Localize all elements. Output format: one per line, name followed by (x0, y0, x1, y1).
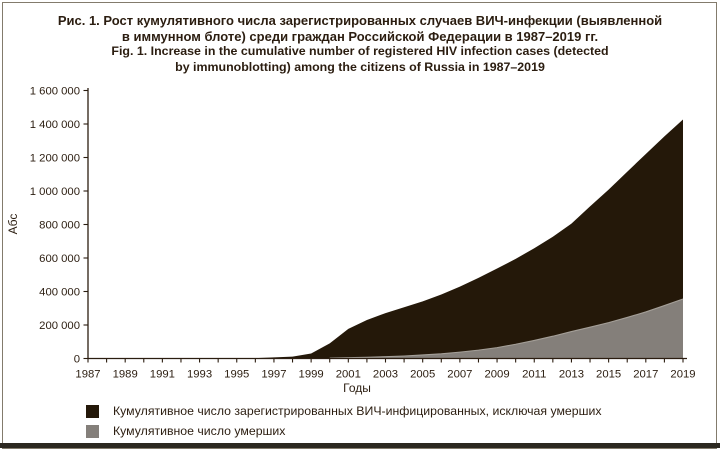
y-tick-label: 0 (74, 354, 80, 366)
x-tick-label: 1997 (261, 369, 286, 381)
bottom-rule (0, 443, 720, 448)
figure-title: Рис. 1. Рост кумулятивного числа зарегис… (0, 13, 720, 75)
title-line-en-2: by immunoblotting) among the citizens of… (175, 59, 545, 74)
x-tick-label: 1989 (113, 369, 138, 381)
legend-label-deceased: Кумулятивное число умерших (113, 424, 286, 438)
y-axis-title: Абс (6, 214, 20, 235)
y-tick-label: 1 600 000 (30, 86, 80, 98)
y-tick-label: 1 400 000 (30, 119, 80, 131)
x-tick-label: 1987 (75, 369, 100, 381)
x-tick-label: 1995 (224, 369, 249, 381)
y-tick-label: 1 000 000 (30, 186, 80, 198)
legend-swatch-registered (86, 404, 99, 418)
x-tick-label: 2015 (596, 369, 621, 381)
y-tick-label: 1 200 000 (30, 153, 80, 165)
area-registered-ex-deceased (88, 119, 683, 359)
deceased-boundary-line (329, 298, 684, 359)
x-tick-label: 1999 (299, 369, 324, 381)
y-tick-label: 400 000 (39, 287, 80, 299)
area-deceased (88, 299, 683, 359)
y-tick-label: 200 000 (39, 320, 80, 332)
legend-swatch-deceased (86, 424, 99, 438)
legend-label-registered: Кумулятивное число зарегистрированных ВИ… (113, 404, 602, 418)
x-axis-title: Годы (343, 381, 371, 395)
x-tick-label: 1991 (150, 369, 175, 381)
x-tick-label: 2007 (447, 369, 472, 381)
x-tick-label: 1993 (187, 369, 212, 381)
x-tick-label: 2005 (410, 369, 435, 381)
x-tick-label: 2019 (670, 369, 695, 381)
chart-legend: Кумулятивное число зарегистрированных ВИ… (86, 401, 602, 441)
title-line-ru-1: Рис. 1. Рост кумулятивного числа зарегис… (57, 13, 663, 28)
x-tick-label: 2011 (522, 369, 546, 381)
title-line-ru-2: в иммунном блоте) среди граждан Российск… (121, 28, 599, 44)
legend-item-deceased: Кумулятивное число умерших (86, 421, 602, 441)
x-tick-label: 2009 (484, 369, 509, 381)
x-tick-label: 2013 (559, 369, 584, 381)
y-tick-label: 800 000 (39, 220, 80, 232)
x-tick-label: 2017 (633, 369, 658, 381)
x-tick-label: 2003 (373, 369, 398, 381)
legend-item-registered: Кумулятивное число зарегистрированных ВИ… (86, 401, 602, 421)
x-tick-label: 2001 (336, 369, 361, 381)
y-tick-label: 600 000 (39, 253, 80, 265)
title-line-en-1: Fig. 1. Increase in the cumulative numbe… (111, 44, 609, 58)
